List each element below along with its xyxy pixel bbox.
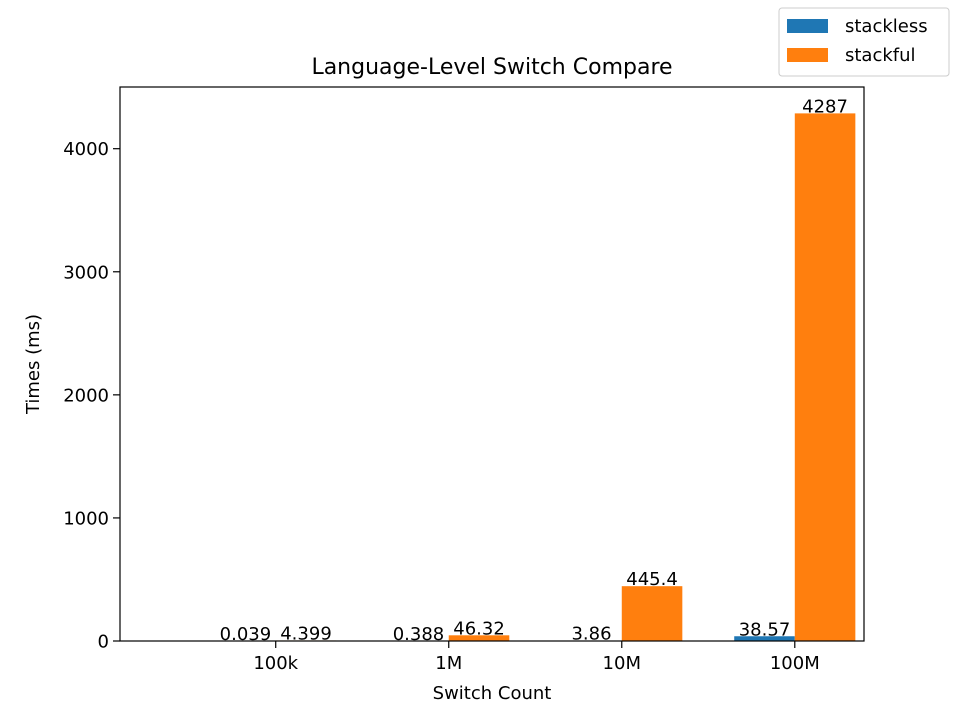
bar-stackful-100M (794, 113, 856, 641)
legend[interactable]: stackless stackful (778, 7, 950, 77)
y-tick-label-2000: 2000 (63, 385, 109, 406)
y-tick-label-4000: 4000 (63, 139, 109, 160)
data-label-stackless-100k: 0.039 (220, 624, 272, 645)
data-labels-group: 0.039 4.399 0.388 46.32 3.86 445.4 38.57 4287 (220, 96, 848, 645)
legend-label-stackful: stackful (845, 45, 916, 66)
data-label-stackful-100M: 4287 (802, 96, 848, 117)
data-label-stackful-10M: 445.4 (626, 569, 678, 590)
y-axis: 0 1000 2000 3000 4000 (63, 139, 120, 653)
bars-group (275, 113, 856, 641)
legend-swatch-stackless (787, 19, 828, 33)
bar-stackful-10M (621, 586, 683, 641)
x-tick-label-1M: 1M (435, 653, 462, 674)
data-label-stackless-100M: 38.57 (739, 619, 791, 640)
y-tick-label-3000: 3000 (63, 262, 109, 283)
data-label-stackless-1M: 0.388 (393, 624, 445, 645)
data-label-stackful-100k: 4.399 (280, 623, 332, 644)
y-tick-label-1000: 1000 (63, 508, 109, 529)
data-label-stackless-10M: 3.86 (571, 624, 611, 645)
data-label-stackful-1M: 46.32 (453, 618, 505, 639)
x-axis: 100k 1M 10M 100M (253, 641, 820, 674)
y-axis-label: Times (ms) (23, 314, 44, 415)
bar-stackful-1M (448, 635, 510, 641)
legend-label-stackless: stackless (845, 16, 928, 37)
x-tick-label-100k: 100k (253, 653, 298, 674)
x-axis-label: Switch Count (433, 683, 552, 704)
legend-swatch-stackful (787, 48, 828, 62)
y-tick-label-0: 0 (98, 632, 109, 653)
plot-frame (119, 86, 865, 642)
x-tick-label-10M: 10M (603, 653, 641, 674)
x-tick-label-100M: 100M (770, 653, 820, 674)
chart-title: Language-Level Switch Compare (311, 55, 672, 80)
bar-stackless-100M (734, 636, 795, 641)
